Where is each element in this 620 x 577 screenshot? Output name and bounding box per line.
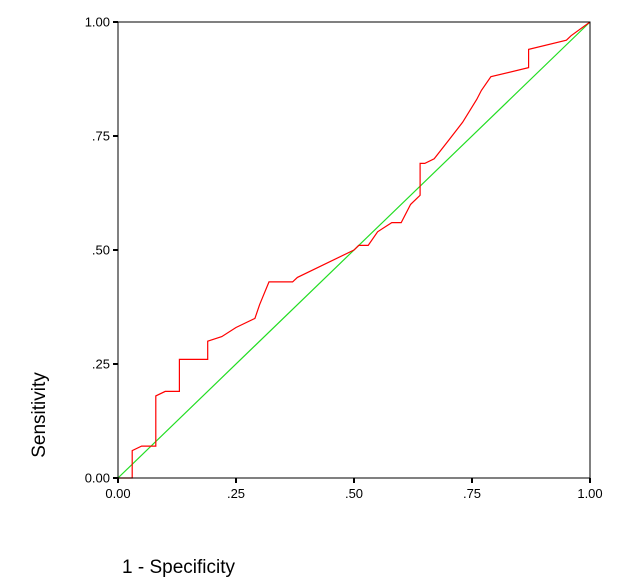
ticks-layer: 0.00 .25 .50 .75 1.00 0.00 .25 .50 .75 1.00 [85, 15, 603, 502]
y-tick-label: .25 [92, 357, 110, 372]
y-tick-label: .75 [92, 129, 110, 144]
x-tick-label: 0.00 [105, 486, 130, 501]
x-tick-label: .75 [463, 486, 481, 501]
y-tick-label: 1.00 [85, 15, 110, 30]
roc-curve-line [118, 21, 591, 479]
y-tick-label: .50 [92, 243, 110, 258]
x-tick-label: .25 [227, 486, 245, 501]
series-layer [117, 21, 591, 479]
y-tick-label: 0.00 [85, 471, 110, 486]
y-axis-title: Sensitivity [29, 372, 50, 458]
x-tick-label: 1.00 [577, 486, 602, 501]
x-tick-label: .50 [345, 486, 363, 501]
x-axis-title: 1 - Specificity [122, 557, 235, 577]
